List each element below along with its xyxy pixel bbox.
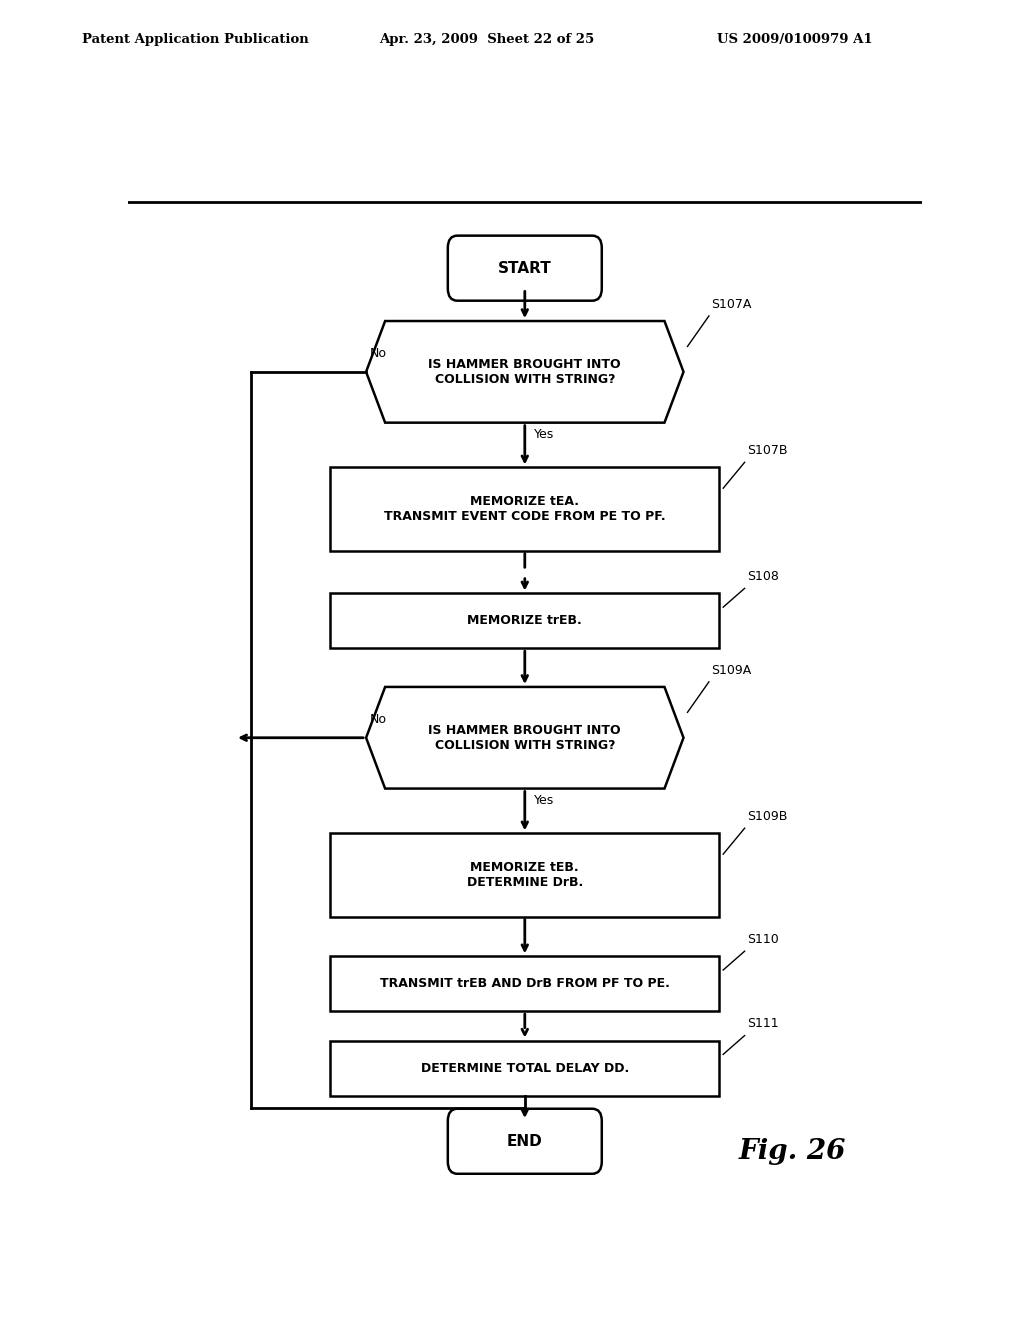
Text: IS HAMMER BROUGHT INTO
COLLISION WITH STRING?: IS HAMMER BROUGHT INTO COLLISION WITH ST… [428, 358, 622, 385]
FancyBboxPatch shape [447, 236, 602, 301]
Text: DETERMINE TOTAL DELAY DD.: DETERMINE TOTAL DELAY DD. [421, 1061, 629, 1074]
Text: Yes: Yes [535, 428, 555, 441]
Text: No: No [370, 713, 387, 726]
Text: No: No [370, 347, 387, 359]
Text: S107A: S107A [712, 298, 752, 312]
Text: Patent Application Publication: Patent Application Publication [82, 33, 308, 46]
Text: Fig. 26: Fig. 26 [739, 1138, 847, 1164]
Bar [331, 833, 719, 916]
Text: TRANSMIT trEB AND DrB FROM PF TO PE.: TRANSMIT trEB AND DrB FROM PF TO PE. [380, 977, 670, 990]
Text: END: END [507, 1134, 543, 1148]
Text: S110: S110 [748, 933, 779, 946]
Text: MEMORIZE tEB.
DETERMINE DrB.: MEMORIZE tEB. DETERMINE DrB. [467, 861, 583, 888]
Bar [331, 467, 719, 550]
Bar [331, 956, 719, 1011]
Text: MEMORIZE trEB.: MEMORIZE trEB. [467, 614, 583, 627]
Text: Apr. 23, 2009  Sheet 22 of 25: Apr. 23, 2009 Sheet 22 of 25 [379, 33, 594, 46]
Polygon shape [367, 321, 684, 422]
Text: S111: S111 [748, 1018, 778, 1031]
Polygon shape [367, 686, 684, 788]
Text: MEMORIZE tEA.
TRANSMIT EVENT CODE FROM PE TO PF.: MEMORIZE tEA. TRANSMIT EVENT CODE FROM P… [384, 495, 666, 523]
Text: S107B: S107B [748, 445, 787, 457]
Text: IS HAMMER BROUGHT INTO
COLLISION WITH STRING?: IS HAMMER BROUGHT INTO COLLISION WITH ST… [428, 723, 622, 752]
Text: S108: S108 [748, 570, 779, 583]
Bar [331, 594, 719, 648]
FancyBboxPatch shape [447, 1109, 602, 1173]
Bar [331, 1040, 719, 1096]
Text: Yes: Yes [535, 793, 555, 807]
Text: S109A: S109A [712, 664, 752, 677]
Text: START: START [498, 260, 552, 276]
Text: S109B: S109B [748, 810, 787, 824]
Text: US 2009/0100979 A1: US 2009/0100979 A1 [717, 33, 872, 46]
